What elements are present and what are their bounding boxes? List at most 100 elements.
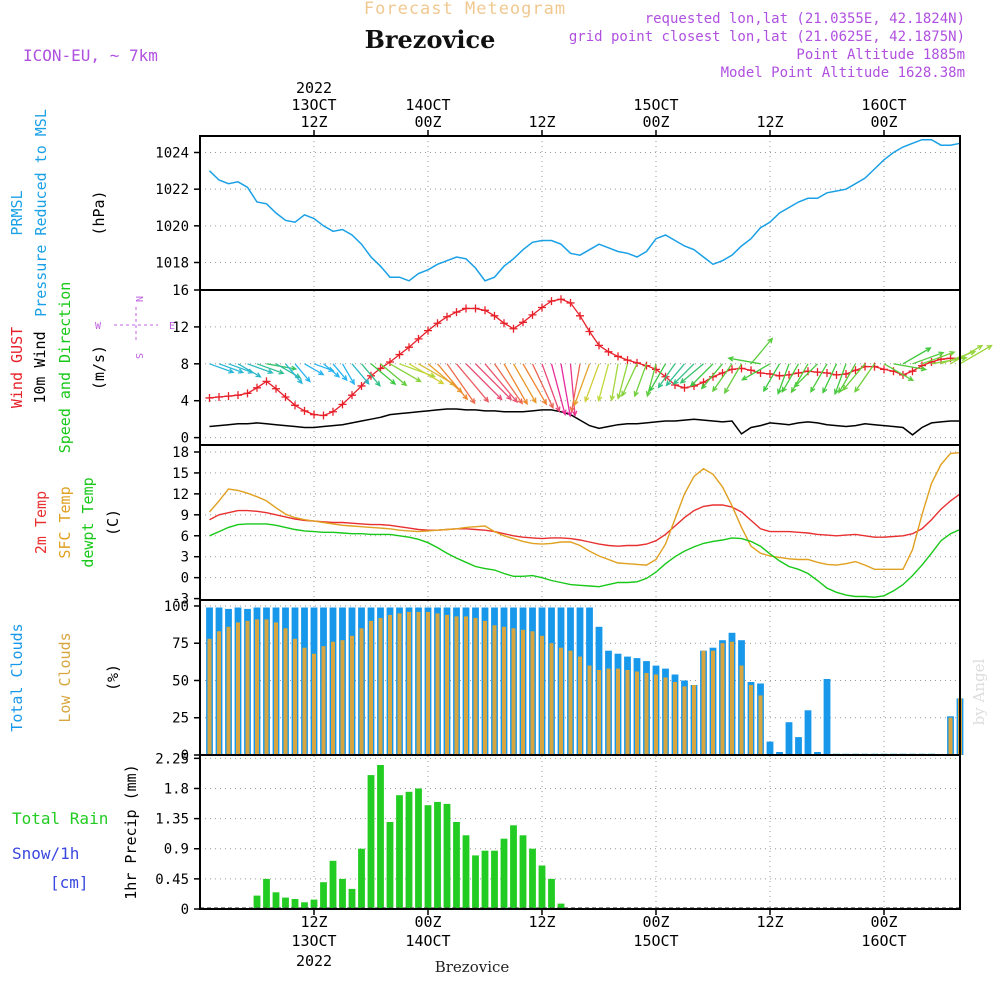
wind-gust-point: [224, 392, 233, 401]
wind-axis-label: Speed and Direction: [56, 282, 74, 454]
y-tick-label: 1018: [155, 256, 189, 272]
rain-bar: [396, 795, 403, 909]
wind-direction-arrow: [854, 363, 876, 393]
low-cloud-bar: [711, 650, 715, 755]
bottom-hour-label: 00Z: [414, 913, 441, 931]
low-cloud-bar: [720, 643, 725, 755]
low-cloud-bar: [407, 611, 411, 755]
y-tick-label: 15: [172, 466, 189, 482]
rain-bar: [510, 825, 517, 909]
wind-direction-arrow: [218, 363, 245, 374]
low-cloud-bar: [530, 631, 535, 755]
precip-panel-frame: [199, 754, 961, 910]
y-tick-label: 0: [181, 748, 189, 764]
wind-direction-arrow: [822, 363, 838, 394]
wind-gust-point: [414, 334, 423, 343]
low-cloud-bar: [340, 640, 345, 755]
wind-direction-arrow: [883, 363, 915, 382]
bottom-date-label: 15OCT: [633, 932, 678, 950]
compass-south: S: [133, 353, 144, 359]
compass-west: W: [95, 321, 102, 332]
legend-snow-unit: [cm]: [50, 873, 89, 892]
pressure-axis-label: PRMSL: [8, 190, 26, 235]
requested-coords: requested lon,lat (21.0355E, 42.1824N): [645, 11, 965, 27]
top-date-label: 16OCT: [861, 96, 906, 114]
low-cloud-bar: [350, 635, 354, 755]
wind-axis-label: 10m Wind: [31, 331, 49, 403]
rain-bar: [329, 860, 337, 909]
low-cloud-bar: [568, 650, 573, 755]
rain-bar: [291, 899, 299, 909]
low-cloud-bar: [426, 611, 430, 755]
wind-gust-point: [680, 383, 689, 392]
wind-gust-point: [842, 369, 850, 378]
y-tick-label: 0: [181, 571, 189, 587]
low-cloud-bar: [644, 673, 649, 755]
top-hour-label: 00Z: [414, 113, 441, 131]
wind-gust-point: [756, 369, 765, 378]
wind-direction-arrow: [833, 363, 847, 396]
model-name: ICON-EU, ~ 7km: [23, 46, 158, 65]
wind-direction-arrow: [810, 363, 828, 394]
low-cloud-bar: [283, 628, 288, 755]
wind-axis-label: Wind GUST: [8, 327, 26, 408]
wind-direction-arrow: [740, 363, 771, 381]
wind-gust-point: [348, 391, 356, 400]
wind-gust-point: [813, 368, 822, 377]
pressure-axis-label: (hPa): [90, 190, 108, 235]
wind-direction-arrow: [902, 347, 932, 365]
wind-direction-arrow: [689, 363, 714, 387]
low-cloud-bar: [473, 617, 478, 755]
y-tick-label: 3: [181, 550, 189, 566]
wind-direction-arrow: [475, 363, 513, 401]
y-tick-label: 1024: [155, 146, 189, 162]
y-tick-label: -3: [172, 592, 189, 608]
wind-gust-point: [823, 369, 831, 378]
y-tick-label: 0: [181, 431, 189, 447]
text-layer: 10181020102210240481216-3036912151802550…: [8, 79, 907, 970]
wind-axis-label: (m/s): [90, 345, 108, 390]
wind-gust-point: [386, 357, 394, 366]
wind-direction-arrow: [609, 363, 619, 402]
wind-gust-point: [908, 367, 917, 376]
wind-direction-arrow: [531, 363, 554, 410]
rain-bar: [339, 878, 346, 909]
wind-direction-arrow: [389, 363, 422, 383]
low-cloud-bar: [597, 670, 601, 755]
rain-bar: [263, 878, 270, 909]
rain-bar: [557, 903, 565, 909]
y-tick-label: 1020: [155, 219, 189, 235]
footer-location: Brezovice: [435, 958, 510, 976]
temp-axis-label: (C): [104, 509, 122, 536]
temp-dewpt-line: [209, 523, 961, 598]
wind-gust-point: [205, 393, 214, 402]
wind-direction-arrow: [838, 363, 857, 394]
clouds-axis-label: Total Clouds: [8, 623, 26, 731]
wind-speed-line: [209, 408, 960, 436]
bottom-hour-label: 12Z: [528, 913, 555, 931]
y-tick-label: 4: [181, 394, 189, 410]
bottom-hour-label: 12Z: [300, 913, 327, 931]
low-cloud-bar: [302, 647, 307, 755]
low-cloud-bar: [264, 619, 269, 755]
wind-direction-arrow: [323, 363, 341, 378]
wind-direction-arrow: [304, 363, 325, 376]
wind-gust-point: [424, 326, 432, 335]
wind-gust-point: [462, 304, 470, 313]
wind-direction-arrow: [285, 363, 303, 385]
rain-bar: [443, 803, 451, 909]
y-tick-label: 1.35: [155, 812, 189, 828]
wind-direction-arrow: [484, 363, 519, 404]
wind-gust-point: [614, 352, 622, 361]
low-cloud-bar: [673, 682, 677, 755]
low-cloud-bar: [654, 674, 658, 755]
data-layer: [200, 138, 993, 909]
bottom-hour-label: 12Z: [756, 913, 783, 931]
rain-bar: [453, 822, 460, 909]
wind-gust-point: [329, 407, 337, 416]
rain-bar: [548, 878, 555, 909]
wind-gust-point: [243, 389, 252, 398]
low-cloud-bar: [217, 631, 221, 755]
chart-title: Forecast Meteogram: [364, 0, 566, 19]
temp-axis-label: SFC Temp: [56, 486, 74, 558]
